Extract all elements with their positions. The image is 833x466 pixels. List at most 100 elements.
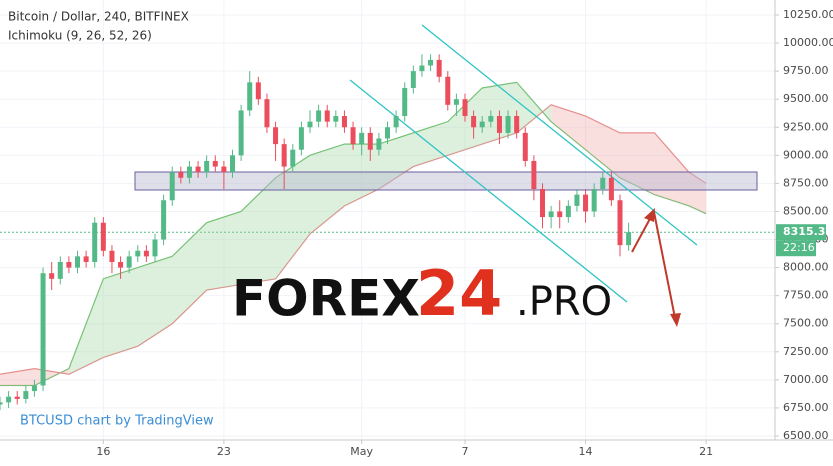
price-label-bg — [776, 224, 826, 241]
candle-body — [6, 396, 12, 403]
candle-body — [40, 273, 46, 386]
candle-body — [402, 87, 408, 117]
candle-body — [428, 59, 434, 66]
y-tick-label: 8000.00 — [783, 261, 829, 274]
cloud-fill — [137, 256, 173, 347]
candle-body — [445, 76, 451, 105]
candle-body — [109, 250, 115, 262]
candle-body — [419, 65, 425, 72]
arrow-down — [653, 211, 676, 319]
candle-body — [376, 138, 382, 150]
candle-body — [31, 385, 37, 392]
candle-body — [49, 273, 55, 279]
candle-body — [488, 116, 494, 122]
candle-body — [393, 116, 399, 128]
watermark-forex: FOREX — [232, 270, 420, 328]
candle-body — [548, 211, 554, 218]
candle-body — [471, 116, 477, 128]
candle-body — [410, 71, 416, 88]
cloud-fill — [241, 177, 276, 285]
candle-body — [316, 110, 322, 122]
candle-body — [436, 59, 442, 77]
y-tick-label: 7750.00 — [783, 289, 829, 302]
candle-body — [359, 132, 365, 145]
candle-body — [385, 127, 390, 139]
candle-body — [307, 121, 313, 128]
y-tick-label: 9750.00 — [783, 64, 829, 77]
cloud-fill — [688, 172, 707, 214]
channel-upper — [421, 24, 698, 246]
y-tick-label: 8500.00 — [783, 204, 829, 217]
cloud-span — [0, 104, 707, 375]
x-tick-label: May — [350, 445, 373, 458]
cloud-fill — [516, 82, 552, 133]
grid — [0, 0, 775, 440]
candle-body — [92, 222, 98, 262]
axes: 6500.00 6750.00 7000.00 7250.00 7500.00 7750.… — [96, 8, 833, 458]
candle-body — [505, 116, 511, 133]
candle-body — [626, 232, 632, 246]
arrow-head — [670, 313, 681, 327]
candle-body — [161, 200, 167, 240]
candle-body — [367, 132, 373, 150]
candle-body — [0, 402, 3, 405]
candle-body — [23, 391, 29, 399]
candle-body — [212, 160, 218, 167]
y-tick-label: 6500.00 — [783, 429, 829, 442]
x-tick-label: 7 — [462, 445, 469, 458]
y-tick-label: 9250.00 — [783, 120, 829, 133]
candle-body — [195, 166, 201, 173]
y-tick-label: 7000.00 — [783, 373, 829, 386]
price-label: 8315.3 — [783, 225, 825, 238]
candle-body — [83, 256, 89, 262]
y-tick-label: 7250.00 — [783, 345, 829, 358]
cloud-fill — [551, 104, 586, 150]
candle-body — [100, 222, 106, 251]
candle-body — [617, 200, 623, 246]
indicator-label: Ichimoku (9, 26, 52, 26) — [8, 29, 152, 43]
watermark: FOREX 24 .PRO — [232, 257, 612, 330]
candle-body — [350, 127, 356, 145]
candle-body — [238, 110, 244, 156]
y-tick-label: 6750.00 — [783, 401, 829, 414]
candle-body — [135, 250, 141, 257]
candle-body — [255, 82, 261, 100]
y-tick-label: 7500.00 — [783, 317, 829, 330]
candle-body — [479, 121, 485, 128]
candle-body — [14, 396, 20, 399]
watermark-pro: .PRO — [516, 279, 612, 325]
candle-body — [186, 166, 192, 178]
candle-body — [600, 177, 606, 190]
candle-body — [341, 116, 347, 128]
y-tick-label: 10250.00 — [783, 8, 833, 21]
candle-body — [204, 160, 210, 173]
candle-body — [591, 189, 597, 212]
countdown-bg — [776, 240, 816, 257]
cloud-fill — [378, 132, 414, 190]
candle-body — [152, 239, 158, 257]
candle-body — [230, 155, 235, 173]
candle-body — [496, 116, 502, 133]
candle-body — [75, 256, 80, 268]
candle-body — [273, 127, 279, 145]
cloud-fill — [620, 132, 655, 195]
cloud-fill — [103, 267, 138, 358]
candle-body — [565, 205, 571, 218]
candle-body — [178, 172, 184, 178]
candle-body — [557, 211, 563, 218]
candle-body — [531, 160, 537, 190]
candle-body — [324, 110, 330, 122]
x-tick-label: 14 — [579, 445, 593, 458]
cloud-fill — [68, 278, 104, 375]
chart-title: Bitcoin / Dollar, 240, BITFINEX — [8, 10, 189, 24]
candle-body — [608, 177, 614, 201]
attribution: BTCUSD chart by TradingView — [20, 414, 214, 429]
candle-body — [66, 261, 72, 268]
x-tick-label: 16 — [96, 445, 110, 458]
candle-body — [514, 116, 520, 133]
candle-body — [462, 99, 468, 117]
candle-body — [169, 172, 175, 201]
y-tick-label: 10000.00 — [783, 36, 833, 49]
watermark-24: 24 — [416, 257, 502, 330]
